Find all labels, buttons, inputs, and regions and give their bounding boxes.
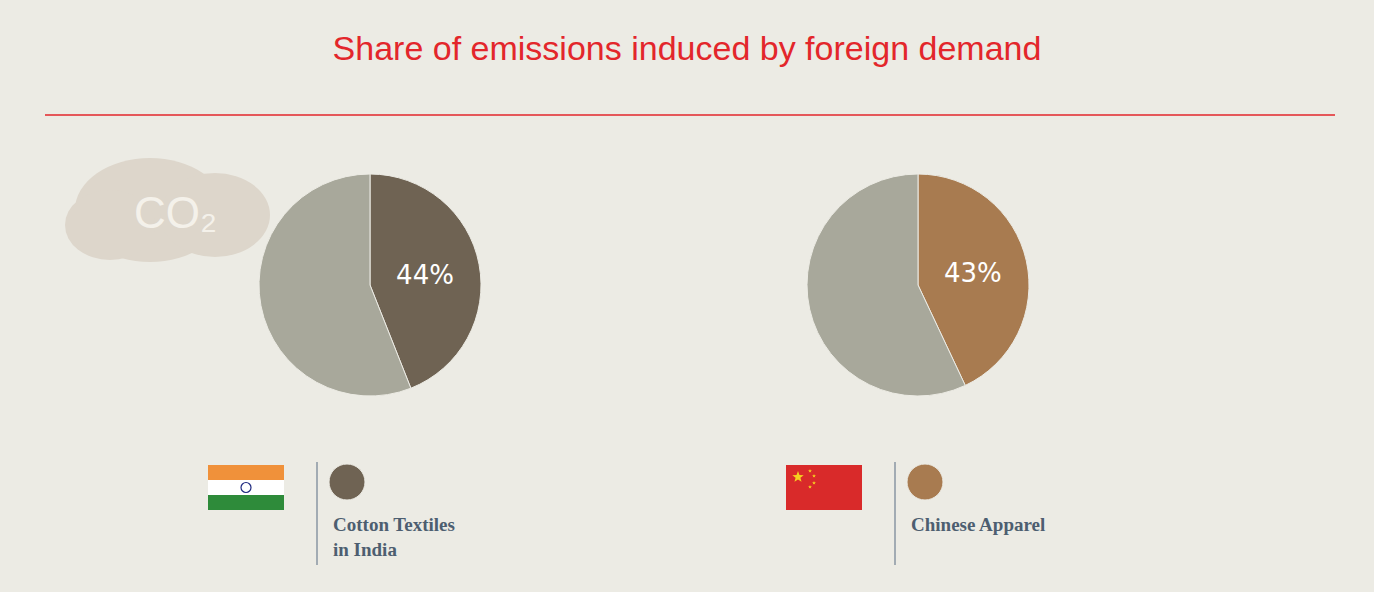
svg-text:CO₂: CO₂ [134,188,217,237]
svg-text:43%: 43% [944,258,1002,288]
svg-text:44%: 44% [396,260,454,290]
svg-text:Chinese Apparel: Chinese Apparel [911,514,1045,535]
svg-text:Share of emissions induced by: Share of emissions induced by foreign de… [333,29,1042,67]
svg-text:Cotton Textilesin India: Cotton Textilesin India [333,514,455,560]
